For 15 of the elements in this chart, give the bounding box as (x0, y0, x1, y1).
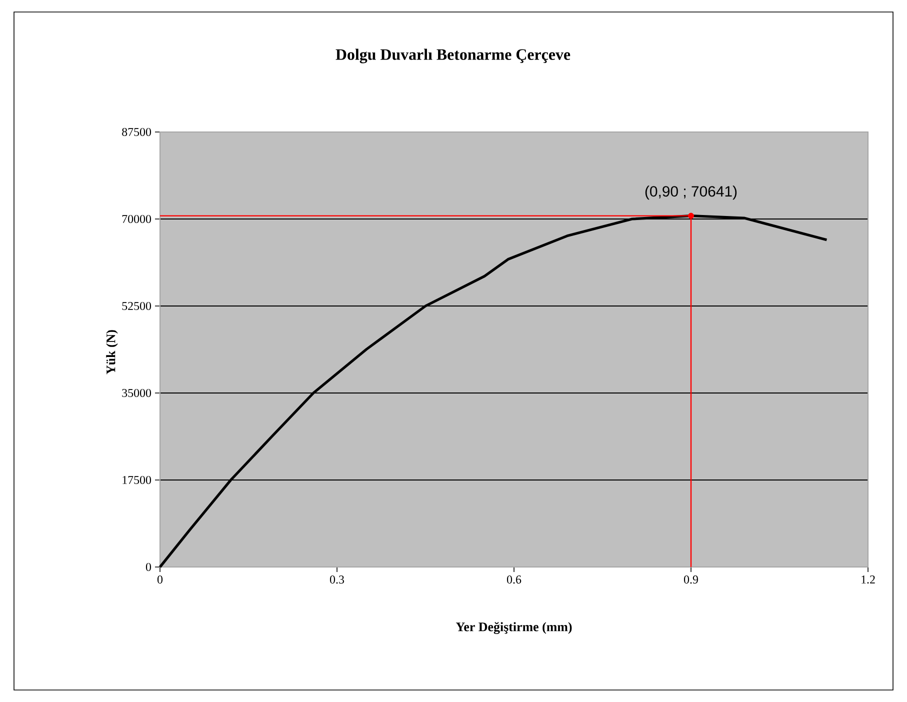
y-tick-label: 87500 (122, 128, 152, 136)
y-tick-label: 0 (146, 562, 152, 572)
x-tick-label: 1.2 (862, 576, 875, 584)
x-tick-label: 0.6 (506, 576, 522, 584)
chart-title: Dolgu Duvarlı Betonarme Çerçeve (336, 48, 570, 64)
x-tick-label: 0.9 (684, 576, 698, 584)
y-tick-label: 17500 (122, 476, 152, 484)
x-tick-label: 0.3 (330, 576, 344, 584)
y-tick-label: 70000 (122, 214, 152, 224)
x-axis-title: Yer Değiştirme (mm) (456, 622, 572, 634)
annotation: (0,90 ; 70641) (645, 186, 737, 200)
y-tick-label: 52500 (122, 302, 152, 310)
y-tick-label: 35000 (122, 388, 152, 398)
y-axis-title: Yük (N) (106, 330, 118, 374)
x-tick-label: 0 (157, 576, 163, 584)
